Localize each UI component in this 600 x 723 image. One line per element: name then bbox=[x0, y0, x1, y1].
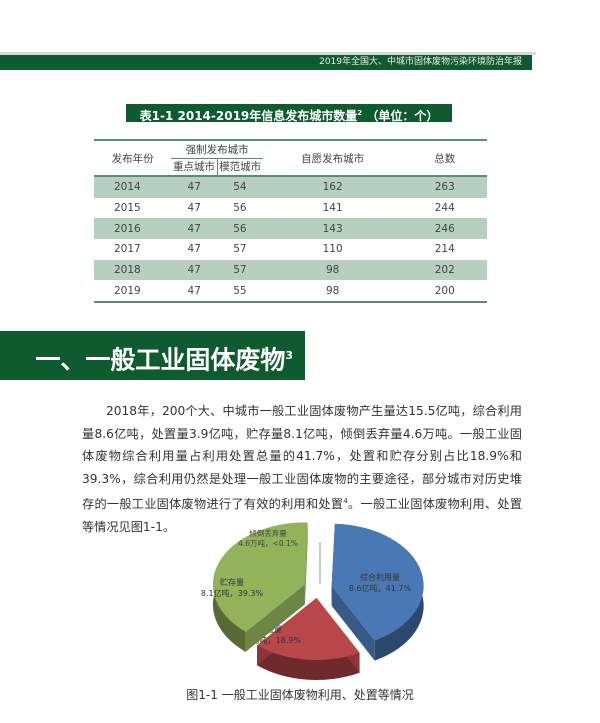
table-cell: 2019 bbox=[94, 280, 172, 304]
cities-table: 发布年份 强制发布城市 自愿发布城市 总数 重点城市 模范城市 2014 47 54… bbox=[94, 139, 487, 304]
figure-caption: 图1-1 一般工业固体废物利用、处置等情况 bbox=[186, 688, 414, 702]
table-title-note: 2 bbox=[357, 109, 363, 117]
table-cell: 98 bbox=[262, 259, 403, 281]
table-cell: 2016 bbox=[94, 218, 172, 240]
table-cell: 54 bbox=[217, 175, 263, 198]
pie-label-name: 倾倒丢弃量 bbox=[249, 528, 287, 538]
pie-label-value: 4.6万吨，<0.1% bbox=[238, 538, 298, 548]
table-cell: 214 bbox=[434, 243, 455, 256]
table-cell: 47 bbox=[171, 259, 218, 281]
table-row: 2017 47 57 110 214 bbox=[94, 239, 487, 260]
col-voluntary: 自愿发布城市 bbox=[301, 152, 365, 165]
table-cell: 2018 bbox=[94, 259, 172, 281]
table-cell: 246 bbox=[402, 218, 487, 240]
table-row: 2019 47 55 98 200 bbox=[94, 280, 487, 304]
table-title: 表1-1 2014-2019年信息发布城市数量2 （单位：个） bbox=[126, 104, 452, 123]
col-mandatory: 强制发布城市 bbox=[171, 140, 263, 159]
body-paragraph: 2018年，200个大、中城市一般工业固体废物产生量达15.5亿吨，综合利用量8… bbox=[82, 400, 522, 539]
table-title-unit: （单位：个） bbox=[366, 109, 439, 123]
table-cell: 143 bbox=[262, 218, 403, 240]
pie-slice-face bbox=[331, 585, 375, 661]
table-cell: 47 bbox=[171, 175, 218, 198]
table-cell: 57 bbox=[217, 259, 263, 281]
header-edge bbox=[0, 52, 536, 55]
table-cell: 56 bbox=[233, 202, 247, 215]
table-row: 2014 47 54 162 263 bbox=[94, 175, 487, 198]
table-row: 2015 47 56 141 244 bbox=[94, 198, 487, 219]
table-cell: 2015 bbox=[114, 202, 141, 215]
pie-slice bbox=[212, 522, 308, 632]
table-cell: 47 bbox=[171, 218, 218, 240]
table-cell: 98 bbox=[262, 280, 403, 304]
pie-label-value: 8.1亿吨，39.3% bbox=[201, 588, 264, 598]
section-note: 3 bbox=[285, 349, 293, 362]
table-row: 2018 47 57 98 202 bbox=[94, 259, 487, 281]
pie-label-value: 3.9亿吨，18.9% bbox=[239, 635, 302, 645]
pie-slice bbox=[257, 597, 360, 660]
paragraph-note: 4 bbox=[343, 497, 348, 506]
section-heading: 一、一般工业固体废物3 bbox=[0, 331, 305, 380]
table-cell: 55 bbox=[217, 280, 263, 304]
col-key: 重点城市 bbox=[171, 158, 218, 176]
table-cell: 2014 bbox=[94, 175, 172, 198]
col-year: 发布年份 bbox=[111, 152, 154, 165]
table-row: 2016 47 56 143 246 bbox=[94, 218, 487, 240]
running-header: 2019年全国大、中城市固体废物污染环境防治年报 bbox=[0, 55, 532, 70]
table-cell: 110 bbox=[322, 243, 343, 256]
col-model: 模范城市 bbox=[219, 161, 262, 174]
table-cell: 2017 bbox=[114, 243, 141, 256]
col-total: 总数 bbox=[434, 152, 456, 165]
pie-label-name: 贮存量 bbox=[220, 577, 244, 587]
section-title: 一、一般工业固体废物 bbox=[35, 345, 286, 375]
table-cell: 202 bbox=[402, 259, 487, 281]
table-title-text: 表1-1 2014-2019年信息发布城市数量 bbox=[139, 109, 358, 123]
table-cell: 162 bbox=[262, 175, 403, 198]
table-cell: 244 bbox=[434, 202, 455, 215]
pie-label-value: 8.6亿吨，41.7% bbox=[349, 583, 412, 593]
table-cell: 56 bbox=[217, 218, 263, 240]
pie-slice-face bbox=[245, 584, 305, 652]
pie-slice bbox=[331, 523, 424, 641]
table-cell: 47 bbox=[187, 243, 201, 256]
table-cell: 57 bbox=[233, 243, 247, 256]
table-cell: 141 bbox=[322, 202, 343, 215]
paragraph-tail: 。一般工业固体废物利用、处置等情况见图1-1。 bbox=[82, 497, 523, 535]
table-cell: 47 bbox=[171, 280, 218, 304]
pie-slice-face bbox=[304, 522, 308, 605]
pie-label-name: 综合利用量 bbox=[360, 572, 400, 582]
paragraph-text: 2018年，200个大、中城市一般工业固体废物产生量达15.5亿吨，综合利用量8… bbox=[82, 404, 522, 512]
table-cell: 263 bbox=[402, 175, 487, 198]
table-cell: 47 bbox=[187, 202, 201, 215]
table-cell: 200 bbox=[402, 280, 487, 304]
